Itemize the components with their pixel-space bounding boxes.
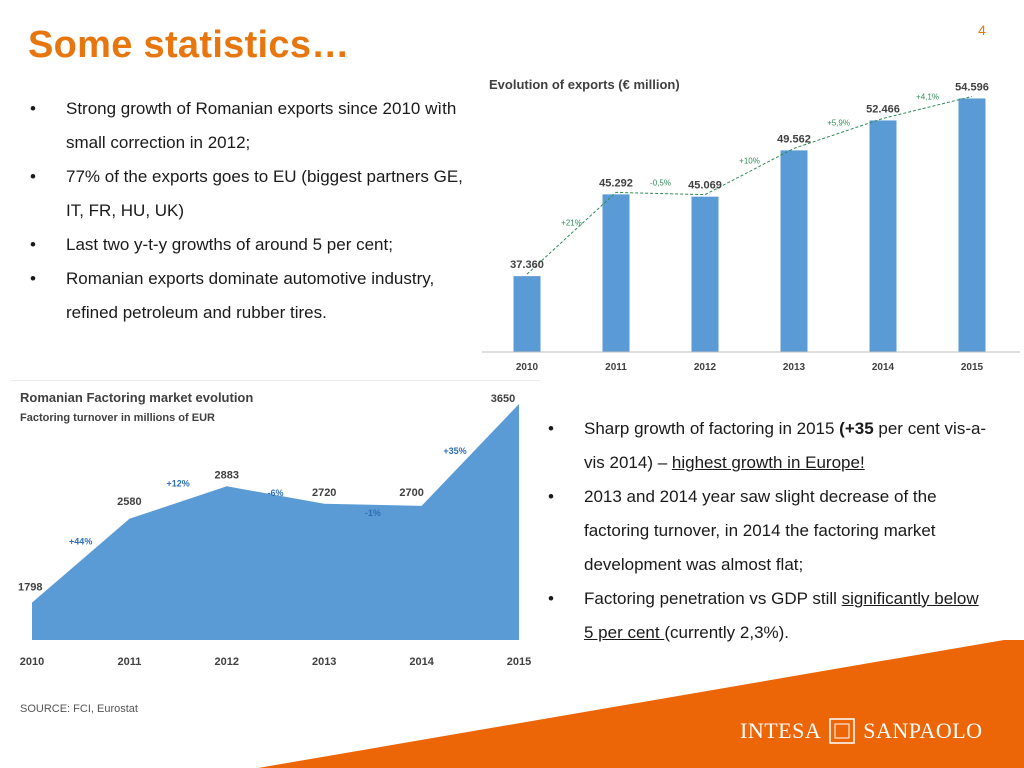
factoring-value-label: 2580 [117, 496, 141, 508]
bullet-underlined-text: highest growth in Europe! [671, 453, 865, 472]
export-bullet-list: • Strong growth of Romanian exports since… [30, 92, 470, 330]
factoring-year-label: 2010 [20, 656, 44, 668]
bullet-text: Factoring penetration vs GDP still [584, 589, 842, 608]
bullet-text: (currently 2,3%). [664, 623, 790, 642]
export-year-label: 2011 [605, 362, 627, 373]
factoring-value-label: 3650 [491, 393, 515, 405]
factoring-area [32, 404, 519, 640]
factoring-value-label: 2883 [215, 469, 239, 481]
bullet-text: Romanian exports dominate automotive ind… [66, 269, 435, 322]
bullet-item: • Sharp growth of factoring in 2015 (+35… [548, 412, 988, 480]
bullet-symbol: • [30, 235, 36, 254]
export-bar [691, 196, 719, 352]
bullet-symbol: • [30, 167, 36, 186]
export-bar [958, 98, 986, 352]
export-growth-label: +10% [739, 157, 760, 166]
bullet-symbol: • [548, 589, 554, 608]
bullet-symbol: • [548, 419, 554, 438]
factoring-growth-label: +35% [443, 446, 466, 456]
factoring-year-label: 2013 [312, 656, 336, 668]
export-year-label: 2012 [694, 362, 717, 373]
export-bar [869, 120, 897, 352]
page-number: 4 [978, 22, 986, 38]
bullet-text: 77% of the exports goes to EU (biggest p… [66, 167, 463, 220]
factoring-value-label: 2700 [399, 487, 423, 499]
logo-text-right: SANPAOLO [863, 718, 983, 743]
bullet-item: • Romanian exports dominate automotive in… [30, 262, 470, 330]
export-bar [780, 150, 808, 352]
factoring-growth-label: -6% [267, 488, 283, 498]
exports-bar-chart: Evolution of exports (€ million) 37.360 4… [482, 77, 1020, 373]
bullet-text: Strong growth of Romanian exports since … [66, 99, 457, 152]
factoring-value-label: 1798 [18, 582, 42, 594]
bullet-bold-text: (+35 [839, 419, 874, 438]
bullet-item: • Strong growth of Romanian exports since… [30, 92, 470, 160]
factoring-chart-subtitle: Factoring turnover in millions of EUR [20, 412, 215, 424]
factoring-year-label: 2015 [507, 656, 531, 668]
export-growth-label: +4,1% [916, 92, 939, 101]
export-bar [602, 194, 630, 352]
export-value-label: 45.292 [599, 177, 633, 189]
export-value-label: 54.596 [955, 81, 989, 93]
factoring-value-label: 2720 [312, 487, 336, 499]
factoring-area-chart: Romanian Factoring market evolution Fact… [10, 380, 540, 668]
export-trend-line [526, 95, 973, 275]
export-year-label: 2014 [872, 362, 895, 373]
factoring-year-label: 2014 [409, 656, 434, 668]
factoring-growth-label: +44% [69, 537, 92, 547]
bullet-text: Last two y-t-y growths of around 5 per c… [66, 235, 393, 254]
bullet-text: Sharp growth of factoring in 2015 [584, 419, 840, 438]
export-value-label: 45.069 [688, 180, 722, 192]
bullet-symbol: • [30, 99, 36, 118]
factoring-year-label: 2011 [117, 656, 141, 668]
factoring-bullet-list: • Sharp growth of factoring in 2015 (+35… [548, 412, 988, 650]
logo-text-left: INTESA [740, 718, 822, 743]
intesa-sanpaolo-logo: INTESA SANPAOLO [740, 716, 983, 746]
bullet-item: • 2013 and 2014 year saw slight decrease… [548, 480, 988, 582]
factoring-year-label: 2012 [215, 656, 239, 668]
export-year-label: 2010 [516, 362, 539, 373]
bullet-symbol: • [548, 487, 554, 506]
export-year-label: 2015 [961, 362, 984, 373]
export-bar [513, 276, 541, 352]
bullet-item: • Factoring penetration vs GDP still sig… [548, 582, 988, 650]
export-growth-label: +21% [561, 218, 582, 227]
export-growth-label: -0,5% [650, 179, 671, 188]
exports-chart-title: Evolution of exports (€ million) [489, 77, 680, 92]
factoring-growth-label: +12% [166, 479, 189, 489]
bullet-item: • Last two y-t-y growths of around 5 per … [30, 228, 470, 262]
bullet-text: 2013 and 2014 year saw slight decrease o… [584, 487, 937, 574]
export-growth-label: +5,9% [827, 118, 850, 127]
source-note: SOURCE: FCI, Eurostat [20, 703, 138, 715]
bullet-underlined-text: significantly below 5 per cent [584, 589, 979, 642]
factoring-growth-label: -1% [365, 508, 381, 518]
export-value-label: 52.466 [866, 103, 900, 115]
slide-title: Some statistics… [28, 24, 350, 66]
export-value-label: 37.360 [510, 259, 544, 271]
export-year-label: 2013 [783, 362, 806, 373]
export-value-label: 49.562 [777, 133, 811, 145]
factoring-chart-title: Romanian Factoring market evolution [20, 390, 253, 405]
bullet-text: per cent vis-a-vis 2014) – [584, 419, 987, 472]
logo-mark-icon [829, 718, 855, 744]
bullet-item: • 77% of the exports goes to EU (biggest … [30, 160, 470, 228]
bullet-symbol: • [30, 269, 36, 288]
